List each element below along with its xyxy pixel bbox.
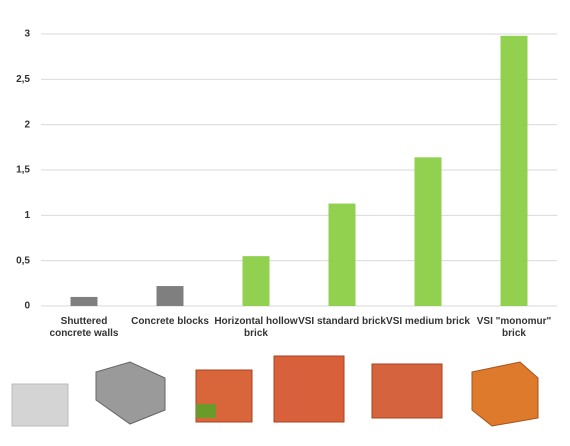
x-tick-label: Horizontal hollow brick bbox=[214, 316, 298, 339]
x-tick-label: VSI standard brick bbox=[298, 316, 386, 327]
x-tick-label: VSI "monomur" brick bbox=[476, 316, 552, 339]
y-tick-label: 2,5 bbox=[16, 74, 30, 85]
x-tick-label: Shuttered concrete walls bbox=[49, 316, 119, 339]
monomur-brick-photo bbox=[471, 361, 539, 427]
concrete-wall-photo bbox=[11, 383, 69, 427]
bar bbox=[242, 256, 270, 306]
y-tick-label: 0 bbox=[24, 301, 30, 312]
bar bbox=[156, 286, 184, 306]
bar bbox=[500, 35, 528, 307]
x-tick-label: VSI medium brick bbox=[386, 316, 470, 327]
y-tick-label: 1 bbox=[24, 210, 30, 221]
bar bbox=[328, 203, 356, 306]
y-tick-label: 1,5 bbox=[16, 165, 30, 176]
y-tick-label: 0,5 bbox=[16, 255, 30, 266]
concrete-block-photo bbox=[95, 361, 166, 425]
y-tick-label: 3 bbox=[24, 29, 30, 40]
medium-brick-photo bbox=[371, 363, 443, 419]
x-tick-label: Concrete blocks bbox=[131, 316, 209, 327]
y-tick-label: 2 bbox=[24, 119, 30, 130]
bar bbox=[70, 296, 98, 306]
bar bbox=[414, 157, 442, 306]
brick-label-photo bbox=[196, 404, 216, 418]
standard-brick-photo bbox=[273, 355, 345, 423]
material-photos bbox=[11, 355, 539, 427]
